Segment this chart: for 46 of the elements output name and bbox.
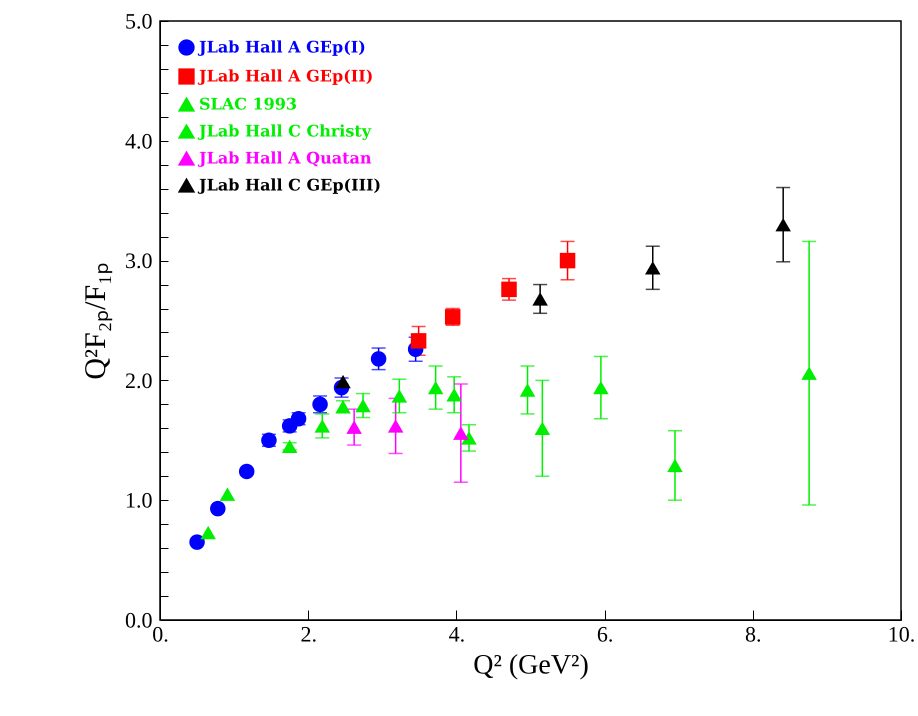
point (335, 374, 351, 388)
x-tick-label: 6. (596, 622, 614, 646)
point (355, 398, 371, 412)
point (346, 420, 362, 434)
y-tick-label: 4.0 (125, 128, 152, 154)
legend-label: JLab Hall C GEp(III) (197, 176, 382, 194)
x-tick-label: 0. (152, 622, 169, 646)
point (520, 383, 536, 397)
point (453, 426, 469, 440)
point (189, 534, 205, 550)
point (370, 351, 386, 367)
legend-label: SLAC 1993 (199, 94, 298, 114)
point (667, 458, 683, 472)
y-tick-label: 1.0 (125, 488, 152, 513)
point (560, 252, 576, 268)
y-tick-label: 0.0 (125, 608, 152, 632)
y-axis-title: Q²F₂ₚ/F₁ₚ (79, 262, 113, 380)
point (801, 366, 817, 380)
point (388, 419, 404, 433)
point (534, 422, 550, 436)
point (210, 500, 226, 516)
point (410, 333, 426, 349)
point (645, 261, 661, 274)
point (392, 389, 408, 403)
y-tick-label: 3.0 (125, 248, 152, 274)
point (532, 292, 548, 306)
y-tick-label: 2.0 (125, 368, 152, 393)
y-tick-label: 5.0 (125, 8, 152, 34)
x-tick-label: 10. (888, 622, 916, 646)
legend-label: JLab Hall A GEp(II) (197, 66, 374, 86)
legend-label: JLab Hall A GEp(I) (197, 38, 366, 56)
point (200, 526, 216, 540)
legend-label: JLab Hall C Christy (197, 122, 372, 140)
x-tick-label: 4. (448, 622, 466, 646)
point (220, 488, 236, 501)
point (238, 464, 254, 480)
point (593, 380, 609, 394)
x-tick-label: 2. (300, 622, 317, 646)
x-axis-title: Q² (GeV²) (473, 650, 589, 680)
x-tick-label: 8. (745, 622, 762, 646)
point (501, 282, 517, 298)
legend-label: JLab Hall A Quatan (197, 148, 372, 168)
point (314, 419, 330, 433)
point (775, 218, 791, 232)
point (446, 388, 462, 402)
point (428, 380, 444, 394)
